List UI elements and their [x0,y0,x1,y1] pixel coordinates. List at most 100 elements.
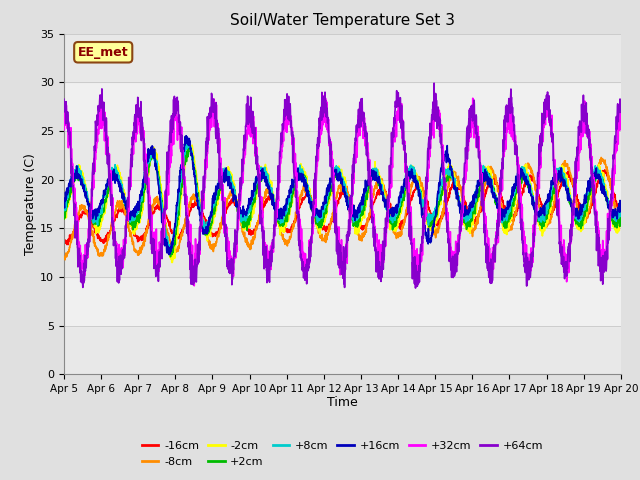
+16cm [165,252,173,257]
+16cm [216,178,223,184]
Title: Soil/Water Temperature Set 3: Soil/Water Temperature Set 3 [230,13,455,28]
+8cm [60,204,68,210]
Line: +32cm: +32cm [64,96,621,286]
Line: -2cm: -2cm [64,141,621,263]
+16cm [182,133,190,139]
-2cm [371,159,379,165]
+2cm [371,171,379,177]
Line: -16cm: -16cm [64,170,621,245]
+32cm [359,132,367,138]
-8cm [60,254,68,260]
-16cm [568,178,575,183]
X-axis label: Time: Time [327,396,358,408]
+16cm [60,204,68,209]
+8cm [584,192,591,198]
+64cm [568,209,576,215]
Line: +16cm: +16cm [64,136,621,254]
-8cm [568,177,575,182]
Text: EE_met: EE_met [78,46,129,59]
Line: +8cm: +8cm [64,139,621,251]
Bar [64,131,621,180]
+16cm [568,210,576,216]
-8cm [359,234,367,240]
+32cm [216,143,223,148]
Y-axis label: Temperature (C): Temperature (C) [24,153,37,255]
+32cm [617,124,625,130]
-8cm [584,214,591,220]
+32cm [584,133,591,139]
+2cm [60,216,68,222]
+64cm [617,107,625,112]
-2cm [617,221,625,227]
+64cm [505,101,513,107]
-2cm [568,201,576,206]
-2cm [60,216,68,222]
+32cm [505,126,513,132]
+64cm [371,237,378,243]
Legend: -16cm, -8cm, -2cm, +2cm, +8cm, +16cm, +32cm, +64cm: -16cm, -8cm, -2cm, +2cm, +8cm, +16cm, +3… [138,437,547,471]
-2cm [168,260,175,265]
-2cm [505,218,513,224]
Bar [64,34,621,82]
Bar [64,326,621,374]
+16cm [359,202,367,208]
+8cm [359,203,367,208]
-16cm [216,225,223,230]
+8cm [371,166,379,172]
-8cm [371,185,379,191]
-8cm [216,230,223,236]
-16cm [371,197,379,203]
+2cm [617,208,625,214]
+32cm [568,210,576,216]
-16cm [64,242,72,248]
+64cm [60,96,68,102]
+64cm [584,123,591,129]
-2cm [584,206,591,212]
Bar [64,277,621,326]
Bar [64,82,621,131]
+16cm [617,206,625,212]
-16cm [584,211,591,217]
+8cm [617,204,625,209]
-2cm [359,211,367,217]
Bar [64,228,621,277]
+64cm [358,113,366,119]
-16cm [359,227,367,233]
-16cm [504,213,512,218]
+2cm [584,200,591,206]
+2cm [359,207,367,213]
-16cm [617,211,625,216]
+2cm [505,219,513,225]
-16cm [60,240,68,245]
Line: +64cm: +64cm [64,83,621,288]
+32cm [371,224,379,229]
+2cm [166,254,174,260]
+64cm [430,80,438,86]
Line: +2cm: +2cm [64,146,621,257]
+16cm [584,188,591,193]
-8cm [617,214,625,220]
-8cm [504,228,512,234]
+8cm [505,207,513,213]
-8cm [597,155,605,160]
+16cm [371,178,379,183]
+2cm [568,205,576,211]
+64cm [216,180,223,185]
+32cm [60,108,68,114]
+2cm [186,144,193,149]
+8cm [568,201,576,207]
+8cm [166,248,174,253]
+64cm [412,285,419,291]
+32cm [320,93,328,99]
+2cm [216,180,223,186]
+32cm [190,283,198,288]
-2cm [216,191,223,196]
+8cm [216,179,223,184]
Line: -8cm: -8cm [64,157,621,260]
+8cm [183,136,191,142]
-8cm [61,257,69,263]
-2cm [185,138,193,144]
+16cm [505,201,513,207]
Bar [64,180,621,228]
-16cm [601,167,609,173]
